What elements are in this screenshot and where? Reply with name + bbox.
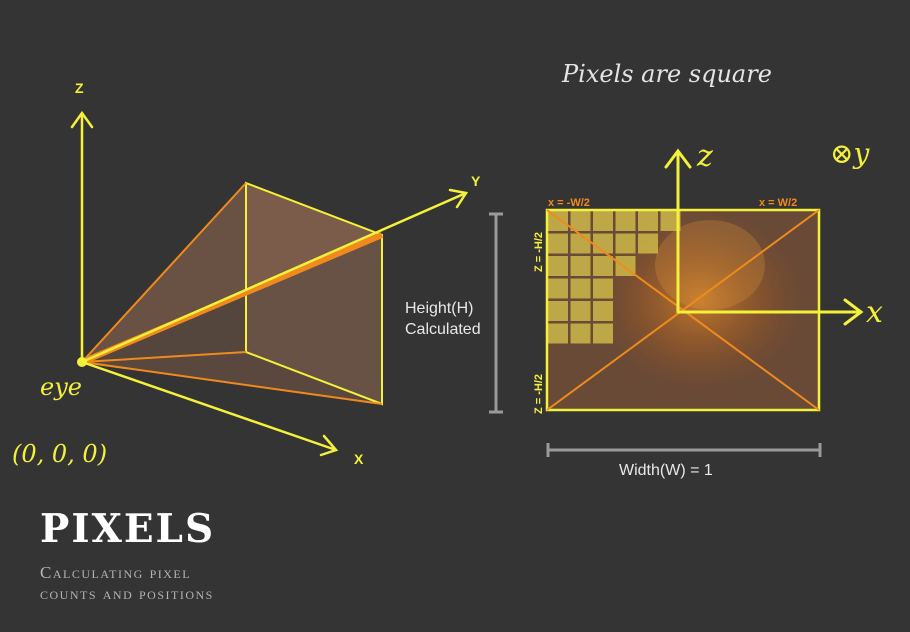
pixel-cell xyxy=(548,211,568,231)
image-plane-border xyxy=(545,208,821,412)
x-axis-arrowhead xyxy=(319,434,339,457)
frustum-face-bottom xyxy=(82,352,382,404)
light-glow-inner xyxy=(655,220,765,310)
frustum-edges xyxy=(81,182,383,405)
eye-point xyxy=(77,357,87,367)
plane-x-arrowhead xyxy=(843,298,864,326)
pixel-cell xyxy=(638,211,658,231)
x-neg-label: x = -W/2 xyxy=(548,197,590,209)
subtitle-line1: Calculating pixel xyxy=(40,563,192,582)
height-label-line1: Height(H) xyxy=(405,300,473,317)
z-axis-label: Z xyxy=(75,80,84,96)
plane-x-label: x xyxy=(866,295,883,330)
page-title: PIXELS xyxy=(40,506,216,552)
width-dimension-line xyxy=(546,443,822,457)
plane-z-arrowhead xyxy=(664,148,692,169)
height-dimension-line xyxy=(489,212,503,414)
pixel-cell xyxy=(570,278,591,299)
pixel-cell xyxy=(593,256,613,276)
pixel-cell xyxy=(570,211,591,231)
x-axis-label: X xyxy=(354,451,364,467)
origin-label: (0, 0, 0) xyxy=(12,440,107,468)
pixel-cell xyxy=(548,233,568,254)
title-block: PIXELS Calculating pixel counts and posi… xyxy=(40,506,215,604)
x-pos-label: x = W/2 xyxy=(759,197,797,209)
pixel-cell xyxy=(570,256,591,276)
pixel-cell xyxy=(548,323,568,344)
pixel-cell xyxy=(570,323,591,344)
eye-label: eye xyxy=(40,373,82,401)
pixel-cell xyxy=(570,301,591,321)
image-plane-diagram: Pixels are square z x ⊗y x = -W/2 x = W/… xyxy=(405,60,883,479)
image-plane-diagonals xyxy=(546,209,820,411)
pixel-cell xyxy=(593,211,613,231)
z-top-label: Z = -H/2 xyxy=(533,232,545,272)
y-axis-label: Y xyxy=(471,173,481,189)
plane-z-label: z xyxy=(696,139,713,174)
plane-y-label: ⊗y xyxy=(830,137,870,170)
x-axis xyxy=(80,360,338,452)
pixel-cell xyxy=(615,211,636,231)
pixel-cell xyxy=(638,233,658,254)
frustum-diagram: Z Y X eye (0, 0, 0) xyxy=(12,80,481,468)
height-label-line2: Calculated xyxy=(405,321,481,338)
pixel-grid xyxy=(548,211,681,344)
pixel-cell xyxy=(548,278,568,299)
pixel-cell xyxy=(615,233,636,254)
pixel-cell xyxy=(593,278,613,299)
subtitle-line2: counts and positions xyxy=(40,584,214,603)
width-label: Width(W) = 1 xyxy=(619,462,713,479)
y-axis-arrowhead xyxy=(448,188,469,209)
pixels-square-heading: Pixels are square xyxy=(561,60,772,88)
pixel-cell xyxy=(548,301,568,321)
pixel-cell xyxy=(593,301,613,321)
z-axis-arrowhead xyxy=(70,110,94,129)
y-axis xyxy=(80,191,468,364)
pixel-cell xyxy=(570,233,591,254)
pixel-cell xyxy=(548,256,568,276)
pixel-cell xyxy=(593,323,613,344)
pixel-cell xyxy=(660,211,681,231)
z-bottom-label: Z = -H/2 xyxy=(533,374,545,414)
